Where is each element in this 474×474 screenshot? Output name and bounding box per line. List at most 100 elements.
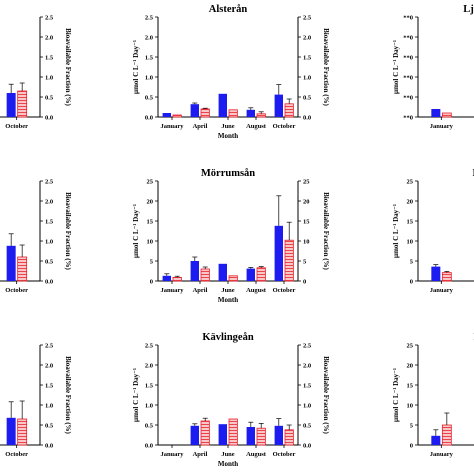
bar-hatched xyxy=(284,429,294,446)
y2-tick-label: 1.0 xyxy=(45,238,53,245)
y2-tick-label: 1.0 xyxy=(303,74,311,81)
y2-tick-label: 25 xyxy=(303,178,310,185)
x-tick-label: October xyxy=(273,123,296,130)
y-tick-label: 1.5 xyxy=(145,382,154,389)
bar-total xyxy=(431,435,441,445)
y2-tick-label: 2.0 xyxy=(303,34,311,41)
bar-hatched xyxy=(228,109,238,118)
x-tick-label: October xyxy=(273,451,296,458)
bar-total xyxy=(190,104,199,117)
y2-axis-label: Bioavailable Fraction (%) xyxy=(322,192,330,270)
y-tick-label: **0 xyxy=(403,14,413,21)
y-tick-label: 0.0 xyxy=(145,442,153,449)
y2-axis-label: Bioavailable Fraction (%) xyxy=(64,28,72,106)
bar-total xyxy=(190,425,199,445)
y2-tick-label: 0.5 xyxy=(45,94,54,101)
y-tick-label: 2.5 xyxy=(145,14,154,21)
y-axis-label: µmol C L⁻¹ Day⁻¹ xyxy=(132,368,140,422)
y2-tick-label: 0.0 xyxy=(45,442,53,449)
x-tick-label: April xyxy=(193,287,208,294)
y-tick-label: 0 xyxy=(150,278,153,285)
x-tick-label: August xyxy=(246,451,267,458)
y-tick-label: 15 xyxy=(407,382,414,389)
panel-title: Kävlingeån xyxy=(202,332,254,343)
bar-total xyxy=(274,225,283,281)
bar-total xyxy=(274,425,283,445)
bar-total xyxy=(6,93,16,117)
bar-total xyxy=(246,268,255,281)
y-tick-label: 1.0 xyxy=(145,402,153,409)
y2-tick-label: 2.0 xyxy=(45,34,53,41)
y-axis-label: µmol C L⁻¹ Day⁻¹ xyxy=(132,40,140,94)
y-tick-label: 1.5 xyxy=(145,54,154,61)
bar-total xyxy=(246,427,255,445)
bar-hatched xyxy=(172,114,182,118)
y2-tick-label: 0 xyxy=(303,278,306,285)
y-tick-label: 0.5 xyxy=(145,94,154,101)
bar-total xyxy=(274,94,283,117)
bar-hatched xyxy=(284,239,294,282)
bar-hatched xyxy=(200,268,210,282)
bar-total xyxy=(218,93,227,117)
y-tick-label: 20 xyxy=(407,198,414,205)
panel-title: Mörrumsån xyxy=(201,168,255,179)
bar-total xyxy=(190,261,199,281)
y2-tick-label: 5 xyxy=(303,258,307,265)
bar-total xyxy=(431,109,441,117)
y-tick-label: 0.5 xyxy=(145,422,154,429)
y2-tick-label: 2.0 xyxy=(303,362,311,369)
y2-tick-label: 0.5 xyxy=(45,258,54,265)
x-tick-label: April xyxy=(193,123,208,130)
y2-tick-label: 1.0 xyxy=(303,402,311,409)
y2-tick-label: 1.5 xyxy=(303,54,312,61)
chart-panel: Ljungbyån**0**0**0**0**0**0**0**0**0**0*… xyxy=(392,4,474,130)
x-tick-label: January xyxy=(160,287,184,294)
y-tick-label: 5 xyxy=(150,258,154,265)
bar-hatched xyxy=(441,424,452,446)
x-tick-label: June xyxy=(221,451,234,458)
x-tick-label: January xyxy=(430,123,454,130)
bar-hatched xyxy=(256,267,266,282)
y2-axis-label: Bioavailable Fraction (%) xyxy=(64,192,72,270)
y2-tick-label: 0.0 xyxy=(303,114,311,121)
bar-total xyxy=(218,424,227,445)
y-tick-label: 0.0 xyxy=(145,114,153,121)
bar-total xyxy=(162,113,171,117)
y-axis-label: µmol C L⁻¹ Day⁻¹ xyxy=(392,40,400,94)
y2-tick-label: 2.5 xyxy=(303,14,312,21)
x-tick-label: January xyxy=(160,451,184,458)
x-tick-label: August xyxy=(246,287,267,294)
y2-axis-label: Bioavailable Fraction (%) xyxy=(322,356,330,434)
chart-panel: Emån0.00.00.50.51.01.01.51.52.02.02.52.5… xyxy=(0,14,72,130)
x-tick-label: June xyxy=(221,123,234,130)
y2-tick-label: 2.5 xyxy=(45,342,54,349)
x-tick-label: January xyxy=(430,287,454,294)
bar-total xyxy=(6,245,16,281)
panel-title: Helgeå xyxy=(473,168,474,179)
y-tick-label: **0 xyxy=(403,74,413,81)
bar-hatched xyxy=(200,420,210,446)
x-tick-label: January xyxy=(430,451,454,458)
y2-tick-label: 0.0 xyxy=(45,278,53,285)
bar-total xyxy=(246,109,255,117)
bar-hatched xyxy=(172,276,182,282)
y-tick-label: 2.0 xyxy=(145,34,153,41)
y2-tick-label: 1.0 xyxy=(45,402,53,409)
x-tick-label: June xyxy=(221,287,234,294)
bar-total xyxy=(218,263,227,281)
x-tick-label: August xyxy=(246,123,267,130)
y-tick-label: 2.5 xyxy=(145,342,154,349)
x-axis-label: Month xyxy=(218,460,238,468)
bar-hatched xyxy=(441,272,452,282)
y-tick-label: 15 xyxy=(147,218,154,225)
y-tick-label: 25 xyxy=(407,342,414,349)
bar-hatched xyxy=(17,90,28,118)
x-axis-label: Month xyxy=(218,132,238,140)
bar-hatched xyxy=(284,103,294,118)
y-tick-label: 5 xyxy=(410,422,414,429)
bar-hatched xyxy=(441,112,452,118)
y2-tick-label: 1.5 xyxy=(45,382,54,389)
y2-tick-label: 1.5 xyxy=(45,218,54,225)
bar-hatched xyxy=(228,275,238,282)
